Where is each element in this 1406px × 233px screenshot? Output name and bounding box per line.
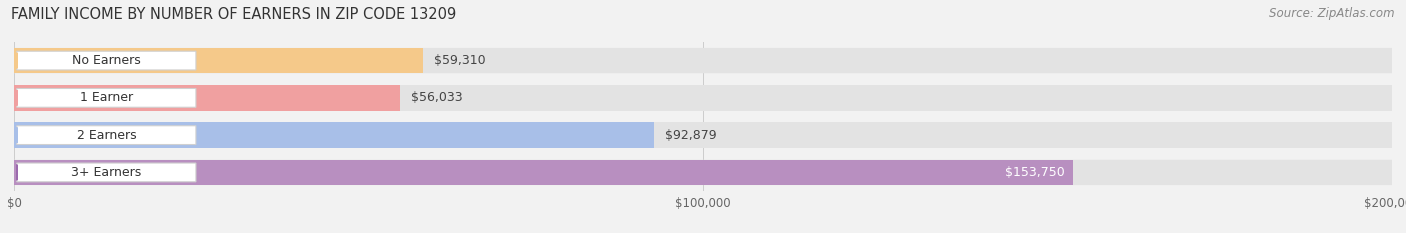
Bar <box>14 48 423 73</box>
FancyBboxPatch shape <box>17 126 195 144</box>
Bar <box>14 48 1392 73</box>
Text: FAMILY INCOME BY NUMBER OF EARNERS IN ZIP CODE 13209: FAMILY INCOME BY NUMBER OF EARNERS IN ZI… <box>11 7 457 22</box>
Text: $59,310: $59,310 <box>433 54 485 67</box>
FancyBboxPatch shape <box>17 163 195 182</box>
FancyBboxPatch shape <box>17 89 195 107</box>
Bar <box>14 160 1073 185</box>
Text: 2 Earners: 2 Earners <box>76 129 136 142</box>
Bar <box>14 85 401 110</box>
FancyBboxPatch shape <box>14 48 1392 73</box>
FancyBboxPatch shape <box>14 160 1392 185</box>
Bar <box>14 123 654 148</box>
Bar <box>14 123 1392 148</box>
Text: Source: ZipAtlas.com: Source: ZipAtlas.com <box>1270 7 1395 20</box>
Text: $92,879: $92,879 <box>665 129 717 142</box>
FancyBboxPatch shape <box>14 85 1392 110</box>
FancyBboxPatch shape <box>14 123 1392 148</box>
Text: 3+ Earners: 3+ Earners <box>72 166 142 179</box>
Text: 1 Earner: 1 Earner <box>80 91 134 104</box>
FancyBboxPatch shape <box>17 51 195 70</box>
Text: $56,033: $56,033 <box>411 91 463 104</box>
Text: $153,750: $153,750 <box>1005 166 1064 179</box>
Bar <box>14 85 1392 110</box>
Text: No Earners: No Earners <box>72 54 141 67</box>
Bar <box>14 160 1392 185</box>
